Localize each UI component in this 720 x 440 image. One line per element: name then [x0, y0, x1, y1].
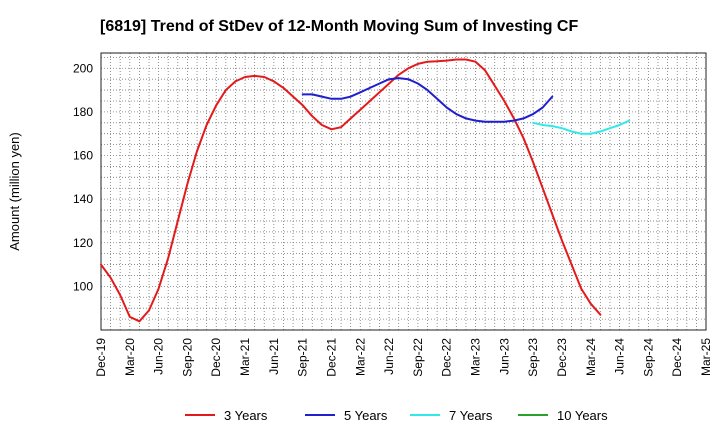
- x-tick-label: Sep-21: [296, 338, 310, 377]
- x-tick-label: Jun-21: [267, 338, 281, 375]
- x-tick-label: Mar-24: [584, 338, 598, 376]
- x-tick-label: Sep-23: [526, 338, 540, 377]
- legend-label-3-years: 3 Years: [224, 408, 268, 423]
- x-tick-label: Mar-21: [238, 338, 252, 376]
- legend-label-10-years: 10 Years: [557, 408, 608, 423]
- x-tick-label: Jun-20: [152, 338, 166, 375]
- x-tick-label: Jun-23: [497, 338, 511, 375]
- x-tick-label: Dec-21: [324, 338, 338, 377]
- y-tick-label: 180: [73, 105, 93, 119]
- legend: 3 Years 5 Years 7 Years 10 Years: [185, 408, 608, 423]
- chart-title: [6819] Trend of StDev of 12-Month Moving…: [100, 18, 578, 35]
- y-axis-label: Amount (million yen): [7, 132, 22, 251]
- series-line-5-years: [301, 77, 554, 123]
- x-tick-label: Sep-24: [641, 338, 655, 377]
- legend-label-7-years: 7 Years: [449, 408, 493, 423]
- series-layer: [100, 58, 631, 323]
- series-line-3-years: [100, 58, 602, 323]
- x-axis-ticks: Dec-19 Mar-20 Jun-20 Sep-20 Dec-20 Mar-21 Jun-…: [94, 338, 713, 377]
- x-tick-label: Mar-22: [353, 338, 367, 376]
- y-tick-label: 100: [73, 279, 93, 293]
- legend-label-5-years: 5 Years: [344, 408, 388, 423]
- x-tick-label: Mar-25: [699, 338, 713, 376]
- x-tick-label: Dec-22: [440, 338, 454, 377]
- x-tick-label: Jun-22: [382, 338, 396, 375]
- x-tick-label: Mar-20: [123, 338, 137, 376]
- x-tick-label: Jun-24: [613, 338, 627, 375]
- plot-area: [100, 52, 707, 331]
- x-tick-label: Dec-20: [209, 338, 223, 377]
- y-tick-label: 140: [73, 192, 93, 206]
- y-tick-label: 200: [73, 61, 93, 75]
- y-tick-label: 160: [73, 149, 93, 163]
- grid-lines: [100, 53, 707, 331]
- y-axis-ticks: 100 120 140 160 180 200: [73, 61, 93, 293]
- x-tick-label: Mar-23: [469, 338, 483, 376]
- x-tick-label: Dec-24: [670, 338, 684, 377]
- x-tick-label: Dec-23: [555, 338, 569, 377]
- x-tick-label: Sep-20: [180, 338, 194, 377]
- y-tick-label: 120: [73, 236, 93, 250]
- series-line-7-years: [532, 119, 631, 135]
- x-tick-label: Dec-19: [94, 338, 108, 377]
- x-tick-label: Sep-22: [411, 338, 425, 377]
